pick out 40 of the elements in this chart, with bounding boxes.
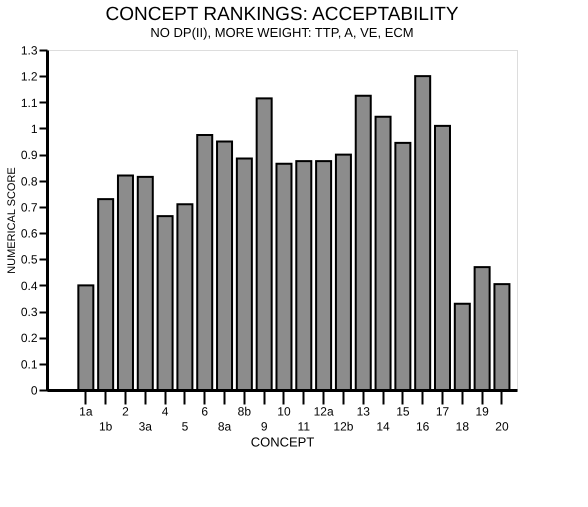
y-tick-label: 0.5: [20, 252, 38, 267]
x-tick-label: 19: [475, 404, 490, 418]
x-tick-label: 12a: [314, 404, 334, 418]
y-tick-label: 0.6: [20, 226, 38, 241]
y-tick-label: 1.1: [20, 96, 38, 110]
x-tick-label: 8b: [238, 404, 252, 418]
y-tick-label: 0.4: [20, 278, 38, 293]
y-tick-label: 0.7: [20, 200, 38, 214]
y-tick-label: 1.3: [20, 44, 38, 58]
x-axis-title: CONCEPT: [250, 434, 314, 450]
x-tick-label: 8a: [218, 420, 232, 434]
x-tick-label: 6: [201, 404, 208, 418]
x-tick-label: 2: [122, 404, 130, 418]
y-tick-label: 1: [30, 122, 38, 136]
x-tick-label: 14: [376, 420, 390, 434]
y-tick-label: 0.8: [20, 174, 38, 188]
y-tick-label: 0.2: [20, 331, 38, 346]
x-tick-label: 18: [456, 420, 470, 434]
x-tick-label: 1a: [79, 404, 93, 418]
x-tick-label: 1b: [98, 420, 113, 434]
chart-subtitle: NO DP(II), MORE WEIGHT: TTP, A, VE, ECM: [150, 25, 414, 40]
x-tick-label: 13: [356, 404, 370, 418]
x-tick-label: 11: [298, 420, 310, 434]
x-tick-label: 5: [182, 420, 189, 434]
x-tick-label: 16: [416, 420, 430, 434]
x-tick-label: 9: [260, 420, 268, 434]
x-tick-label: 17: [436, 404, 450, 418]
x-tick-label: 15: [396, 404, 410, 418]
y-axis-title: NUMERICAL SCORE: [6, 167, 18, 274]
y-tick-label: 1.2: [20, 70, 38, 84]
y-tick-label: 0.3: [20, 305, 38, 320]
x-tick-label: 12b: [333, 420, 354, 434]
x-tick-label: 3a: [138, 420, 152, 434]
x-tick-label: 10: [277, 404, 291, 418]
chart-title: CONCEPT RANKINGS: ACCEPTABILITY: [106, 4, 459, 25]
y-tick-label: 0: [30, 384, 38, 398]
x-tick-label: 20: [495, 420, 509, 434]
x-tick-label: 4: [162, 404, 169, 418]
y-tick-label: 0.9: [20, 148, 38, 162]
y-tick-label: 0.1: [20, 357, 38, 372]
